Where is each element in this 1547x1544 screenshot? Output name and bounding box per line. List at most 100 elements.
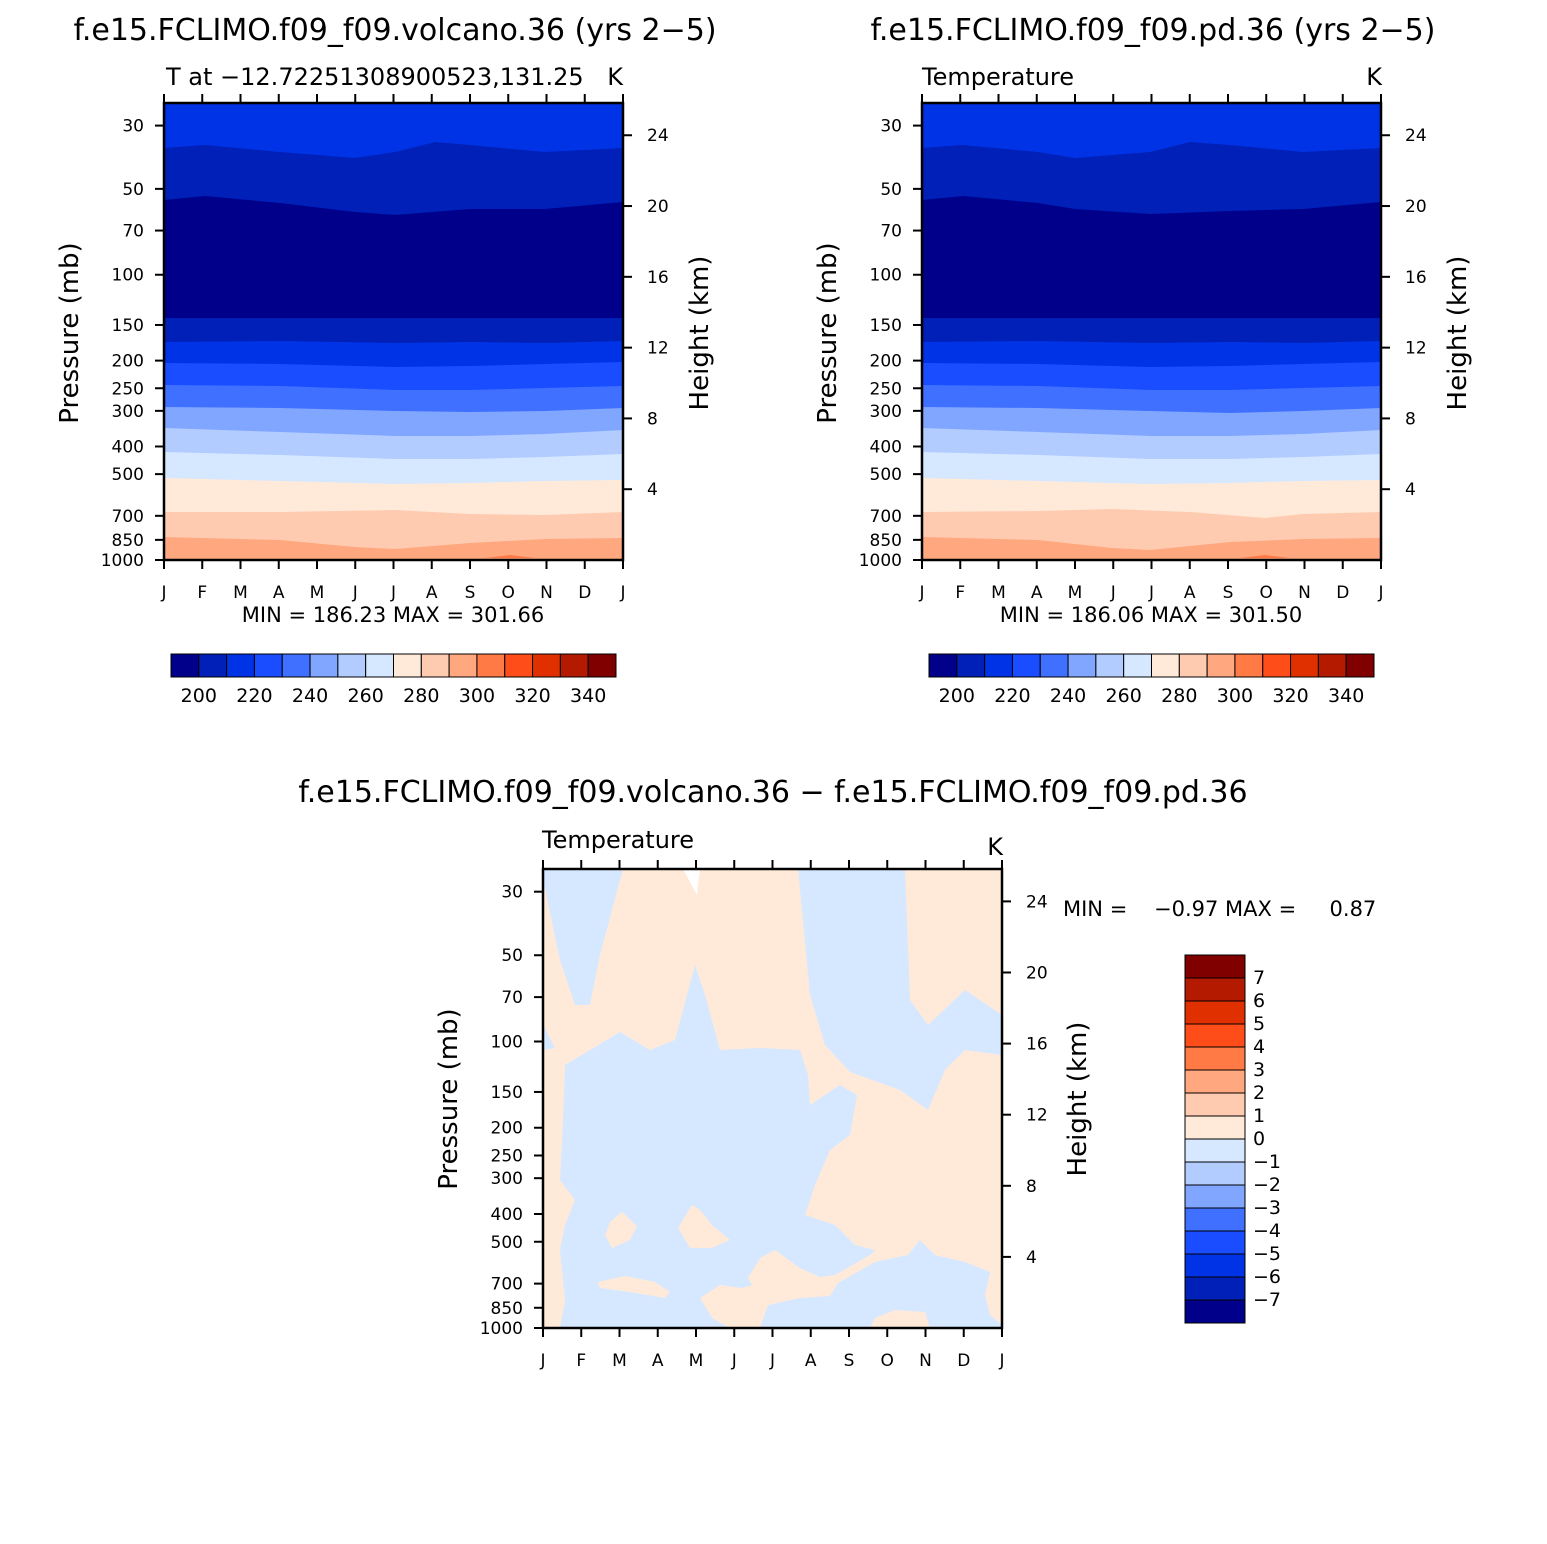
y-tick-label: 400	[112, 437, 144, 457]
colorbar-swatch	[1184, 1299, 1246, 1324]
y-tick-label: 200	[870, 352, 902, 372]
colorbar-swatch	[1184, 1046, 1246, 1071]
x-tick-label: A	[426, 583, 438, 603]
subtitle-units: K	[1366, 63, 1383, 91]
y-tick-label: 1000	[859, 551, 902, 571]
colorbar-swatch	[281, 653, 311, 678]
x-tick-label: F	[955, 583, 965, 603]
y-axis-label-right: Height (km)	[1443, 256, 1473, 411]
colorbar-swatch	[1184, 1253, 1246, 1278]
colorbar-swatch	[1011, 653, 1041, 678]
colorbar-label: 340	[1328, 685, 1364, 707]
colorbar-label: 220	[994, 685, 1030, 707]
y-right-tick-label: 24	[1026, 892, 1048, 912]
y-ticks: 3050701001502002503004005007008501000242…	[101, 117, 669, 571]
y-right-tick-label: 4	[1405, 480, 1416, 500]
colorbar-swatch	[1184, 1230, 1246, 1255]
x-tick-label: A	[805, 1351, 817, 1371]
panel-difference: f.e15.FCLIMO.f09_f09.volcano.36 − f.e15.…	[298, 775, 1376, 1371]
colorbar-swatch	[504, 653, 534, 678]
colorbar-swatch	[1184, 1000, 1246, 1025]
y-tick-label: 500	[870, 465, 902, 485]
colorbar-swatch	[309, 653, 339, 678]
x-tick-label: N	[540, 583, 553, 603]
x-tick-label: A	[1031, 583, 1043, 603]
colorbar-swatch	[170, 653, 200, 678]
colorbar-label: 320	[1272, 685, 1308, 707]
x-tick-label: N	[919, 1351, 932, 1371]
colorbar-swatch	[532, 653, 561, 678]
contour-field	[922, 103, 1381, 560]
y-axis-label: Pressure (mb)	[434, 1008, 464, 1189]
colorbar-label: 260	[348, 685, 384, 707]
x-tick-label: M	[310, 583, 325, 603]
colorbar-label: 280	[403, 685, 439, 707]
colorbar-swatch	[1184, 1092, 1246, 1117]
colorbar-swatch	[1184, 954, 1246, 979]
colorbar-swatch	[1345, 653, 1375, 678]
y-tick-label: 1000	[480, 1319, 523, 1339]
colorbar-swatch	[393, 653, 422, 678]
colorbar-label: 7	[1253, 967, 1265, 989]
y-ticks: 3050701001502002503004005007008501000242…	[480, 883, 1048, 1339]
colorbar-swatch	[1039, 653, 1069, 678]
x-tick-label: D	[957, 1351, 970, 1371]
colorbar-label: 2	[1253, 1082, 1265, 1104]
y-tick-label: 700	[870, 507, 902, 527]
colorbar-label: 220	[236, 685, 272, 707]
subtitle-left: Temperature	[921, 63, 1074, 91]
band-310-320	[1240, 555, 1290, 558]
x-tick-label: J	[1110, 583, 1116, 603]
min-max-label: MIN = −0.97 MAX = 0.87	[1063, 897, 1376, 921]
x-tick-label: O	[502, 583, 515, 603]
y-right-tick-label: 8	[1405, 409, 1416, 429]
y-tick-label: 200	[491, 1119, 523, 1139]
x-tick-label: S	[844, 1351, 855, 1371]
y-axis-label-right: Height (km)	[685, 256, 715, 411]
y-axis-label: Pressure (mb)	[55, 242, 85, 423]
y-tick-label: 250	[112, 379, 144, 399]
y-tick-label: 150	[112, 316, 144, 336]
colorbar-swatch	[198, 653, 228, 678]
y-tick-label: 400	[870, 437, 902, 457]
blank-notch	[683, 869, 700, 895]
colorbar-swatch	[1184, 1207, 1246, 1232]
colorbar-label: −4	[1253, 1220, 1281, 1242]
colorbar-label: 240	[292, 685, 328, 707]
x-tick-label: J	[539, 1351, 545, 1371]
y-tick-label: 850	[112, 531, 144, 551]
x-tick-label: D	[1336, 583, 1349, 603]
y-tick-label: 850	[870, 531, 902, 551]
x-tick-label: N	[1298, 583, 1311, 603]
panel-title: f.e15.FCLIMO.f09_f09.volcano.36 − f.e15.…	[298, 775, 1247, 810]
x-tick-label: J	[1377, 583, 1383, 603]
colorbar-label: 200	[939, 685, 975, 707]
colorbar-label: 240	[1050, 685, 1086, 707]
y-right-tick-label: 8	[1026, 1177, 1037, 1197]
y-tick-label: 400	[491, 1205, 523, 1225]
y-tick-label: 250	[491, 1147, 523, 1167]
y-right-tick-label: 20	[647, 197, 669, 217]
colorbar-swatch	[928, 653, 958, 678]
y-ticks: 3050701001502002503004005007008501000242…	[859, 117, 1427, 571]
colorbar-swatch	[420, 653, 450, 678]
band-minus1-0-left	[543, 869, 623, 1005]
x-tick-label: M	[233, 583, 248, 603]
x-tick-label: O	[881, 1351, 894, 1371]
colorbar-label: 300	[1217, 685, 1253, 707]
colorbar-label: 5	[1253, 1013, 1265, 1035]
x-tick-label: J	[769, 1351, 775, 1371]
contour-field	[543, 869, 1002, 1328]
y-tick-label: 300	[491, 1169, 523, 1189]
band-310-320	[485, 555, 535, 558]
colorbar-swatch	[1206, 653, 1236, 678]
colorbar-label: 6	[1253, 990, 1265, 1012]
y-right-tick-label: 16	[1405, 268, 1427, 288]
y-axis-label-right: Height (km)	[1063, 1022, 1093, 1177]
colorbar-label: 200	[181, 685, 217, 707]
y-tick-label: 70	[122, 222, 144, 242]
x-tick-label: M	[689, 1351, 704, 1371]
colorbar: 200 220 240 260 280 300 320 340	[170, 653, 617, 707]
